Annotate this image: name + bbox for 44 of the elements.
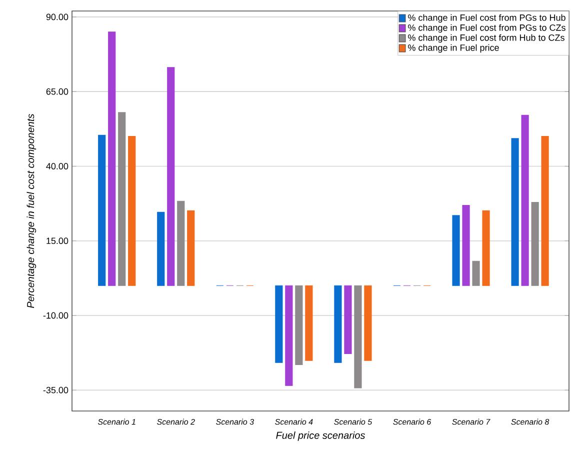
bar	[482, 210, 490, 286]
bar	[521, 114, 529, 286]
x-tick-label: Scenario 5	[334, 418, 372, 425]
x-tick-label: Scenario 1	[98, 418, 136, 425]
bar	[334, 285, 342, 363]
bar	[462, 205, 470, 286]
bar	[108, 32, 116, 286]
y-tick-label: 15.00	[46, 238, 68, 244]
bar	[118, 112, 126, 286]
legend-label: % change in Fuel cost from PGs to CZs	[408, 24, 566, 33]
bar	[452, 215, 460, 286]
legend-label: % change in Fuel cost from PGs to Hub	[408, 14, 566, 23]
legend-label: % change in Fuel price	[408, 44, 499, 53]
bar	[305, 285, 313, 361]
bar	[344, 285, 352, 354]
bar	[128, 136, 136, 286]
bar	[177, 200, 185, 286]
x-axis-title: Fuel price scenarios	[276, 432, 366, 441]
bar	[541, 136, 549, 286]
bar	[275, 285, 283, 363]
bar	[531, 202, 539, 286]
legend-label: % change in Fuel cost form Hub to CZs	[408, 34, 564, 43]
bar	[167, 67, 175, 286]
x-tick-label: Scenario 2	[156, 418, 195, 425]
y-tick-label: -10.00	[43, 312, 68, 319]
y-tick-label: 90.00	[46, 14, 68, 20]
x-tick-label: Scenario 7	[452, 418, 490, 425]
bar	[354, 285, 362, 388]
bar	[364, 285, 372, 361]
x-tick-label: Scenario 4	[275, 418, 313, 425]
bar	[511, 138, 519, 286]
y-tick-label: 65.00	[46, 88, 68, 95]
x-tick-label: Scenario 3	[216, 418, 254, 425]
x-tick-label: Scenario 8	[511, 418, 550, 425]
bar	[285, 285, 293, 386]
y-tick-label: -35.00	[43, 386, 68, 394]
y-axis-title: Percentage change in fuel cost components	[26, 114, 36, 308]
bar	[187, 210, 195, 286]
bar	[98, 134, 106, 286]
bar	[472, 260, 480, 286]
bar	[157, 212, 165, 286]
y-tick-label: 40.00	[46, 163, 68, 170]
bar	[295, 285, 303, 366]
x-tick-label: Scenario 6	[393, 418, 432, 425]
